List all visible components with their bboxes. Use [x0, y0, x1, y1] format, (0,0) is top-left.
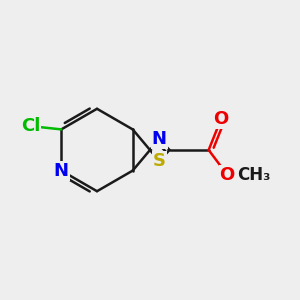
Text: O: O	[213, 110, 229, 128]
Text: N: N	[152, 130, 167, 148]
Text: O: O	[220, 166, 235, 184]
Text: N: N	[54, 162, 69, 180]
Text: Cl: Cl	[21, 117, 40, 135]
Text: CH₃: CH₃	[237, 166, 271, 184]
Text: S: S	[153, 152, 166, 170]
